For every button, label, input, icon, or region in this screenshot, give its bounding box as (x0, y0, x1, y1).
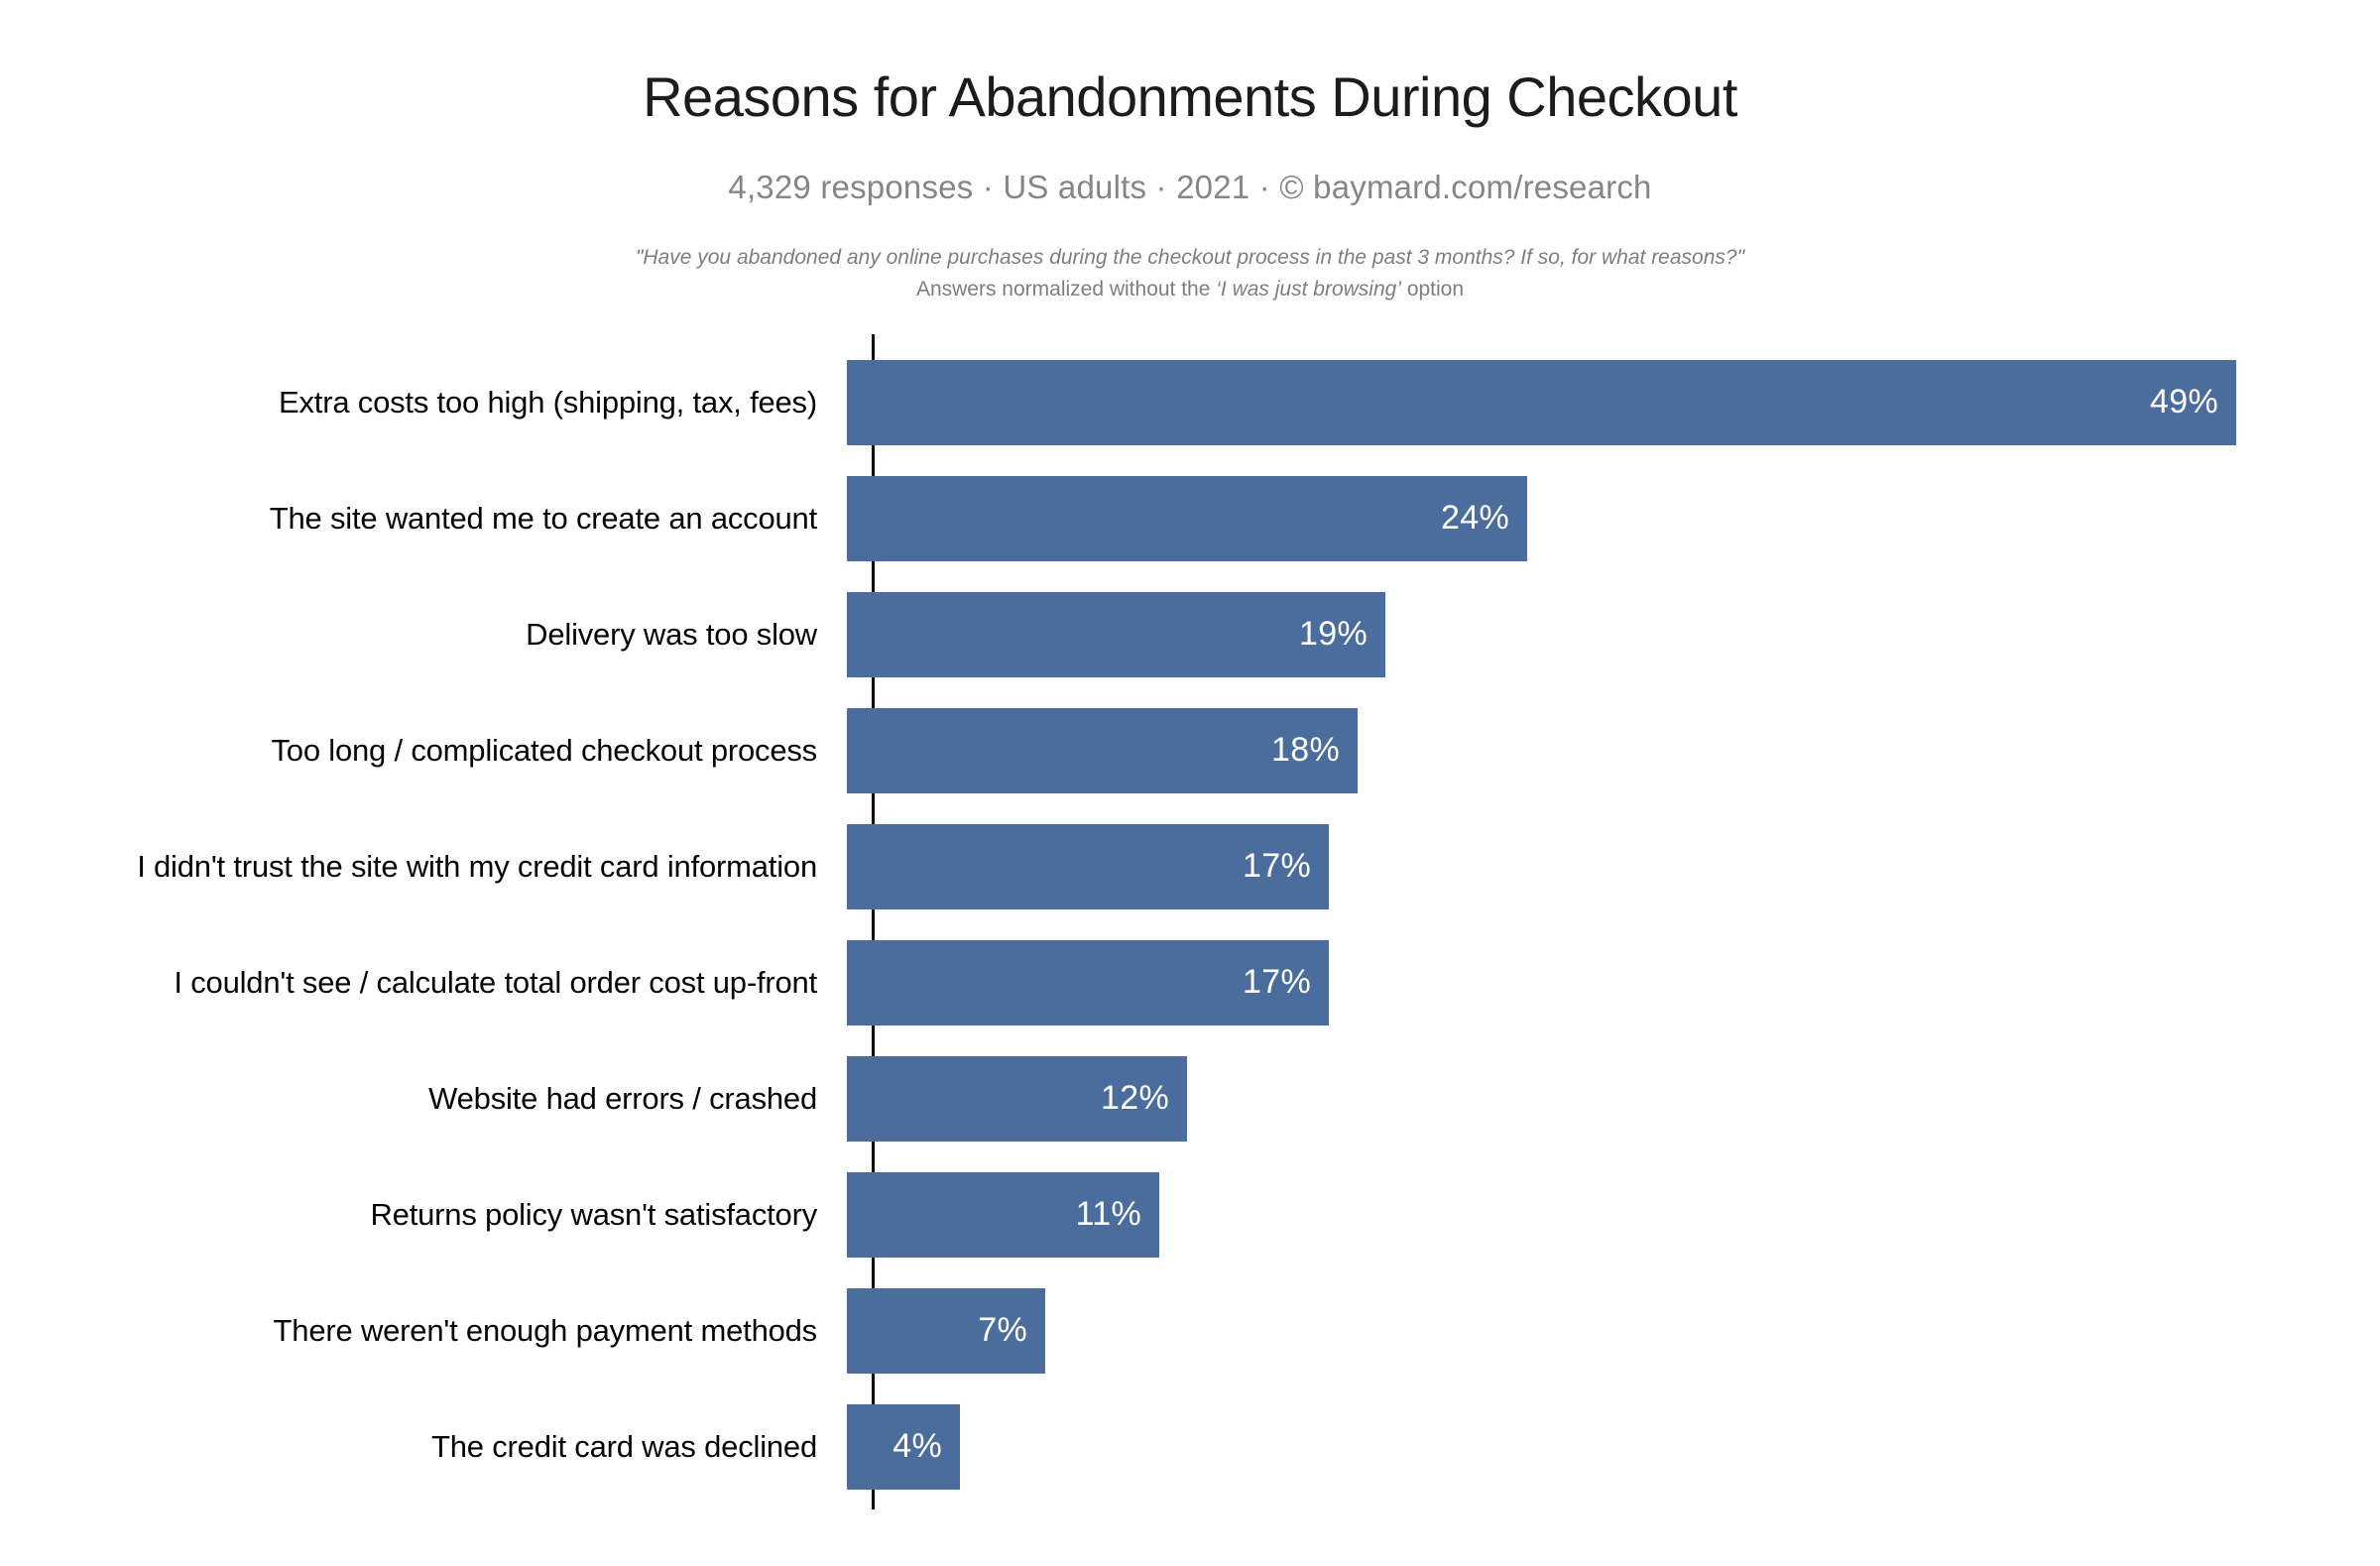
bar-chart: Extra costs too high (shipping, tax, fee… (0, 334, 2380, 1509)
bar-value-label: 12% (1101, 1079, 1169, 1117)
category-label: The credit card was declined (431, 1428, 817, 1464)
bar-track: 17% (847, 823, 2380, 909)
chart-row: Returns policy wasn't satisfactory 11% (0, 1156, 2380, 1272)
bar: 7% (847, 1287, 1045, 1374)
bar-value-label: 49% (2150, 383, 2218, 421)
bar-value-label: 24% (1441, 499, 1509, 537)
chart-subtitle: 4,329 responses · US adults · 2021 · © b… (728, 169, 1652, 206)
bar-value-label: 17% (1243, 847, 1311, 885)
bar: 18% (847, 707, 1358, 793)
bar-track: 19% (847, 591, 2380, 677)
chart-rows: Extra costs too high (shipping, tax, fee… (0, 334, 2380, 1505)
category-label: There weren't enough payment methods (273, 1312, 818, 1348)
chart-row: The credit card was declined 4% (0, 1388, 2380, 1505)
category-label: Extra costs too high (shipping, tax, fee… (279, 384, 817, 420)
chart-header: Reasons for Abandonments During Checkout… (0, 0, 2380, 302)
bar-value-label: 18% (1271, 731, 1340, 769)
bar-value-label: 11% (1075, 1195, 1141, 1233)
chart-row: Delivery was too slow 19% (0, 576, 2380, 692)
category-label: Delivery was too slow (526, 616, 817, 652)
category-label: Too long / complicated checkout process (271, 732, 817, 768)
bar-track: 11% (847, 1171, 2380, 1258)
bar: 24% (847, 475, 1527, 561)
category-label: The site wanted me to create an account (269, 500, 817, 536)
chart-row: Extra costs too high (shipping, tax, fee… (0, 344, 2380, 460)
chart-row: Website had errors / crashed 12% (0, 1040, 2380, 1156)
chart-row: There weren't enough payment methods 7% (0, 1272, 2380, 1388)
bar-track: 12% (847, 1055, 2380, 1142)
bar-value-label: 4% (892, 1427, 942, 1465)
bar-track: 4% (847, 1403, 2380, 1490)
bar-track: 24% (847, 475, 2380, 561)
bar-value-label: 17% (1243, 963, 1311, 1001)
bar-track: 17% (847, 939, 2380, 1025)
normalization-note-italic: ‘I was just browsing’ (1216, 277, 1401, 301)
category-label: Website had errors / crashed (428, 1080, 817, 1116)
survey-question-quote: "Have you abandoned any online purchases… (635, 246, 1745, 270)
bar: 17% (847, 823, 1329, 909)
chart-title: Reasons for Abandonments During Checkout (643, 65, 1737, 128)
chart-row: I couldn't see / calculate total order c… (0, 924, 2380, 1040)
bar: 11% (847, 1171, 1159, 1258)
bar: 4% (847, 1403, 960, 1490)
bar: 49% (847, 359, 2236, 445)
bar: 17% (847, 939, 1329, 1025)
category-label: Returns policy wasn't satisfactory (370, 1196, 817, 1232)
normalization-note-prefix: Answers normalized without the (915, 277, 1217, 301)
bar-value-label: 7% (978, 1311, 1027, 1349)
bar: 19% (847, 591, 1385, 677)
chart-row: I didn't trust the site with my credit c… (0, 808, 2380, 924)
category-label: I didn't trust the site with my credit c… (137, 848, 817, 884)
bar: 12% (847, 1055, 1187, 1142)
normalization-note: Answers normalized without the ‘I was ju… (0, 276, 2380, 302)
chart-row: Too long / complicated checkout process … (0, 692, 2380, 808)
category-label: I couldn't see / calculate total order c… (174, 964, 817, 1000)
normalization-note-suffix: option (1400, 277, 1465, 301)
bar-track: 49% (847, 359, 2380, 445)
y-axis-line (872, 334, 875, 1509)
chart-row: The site wanted me to create an account … (0, 460, 2380, 576)
bar-track: 7% (847, 1287, 2380, 1374)
bar-track: 18% (847, 707, 2380, 793)
bar-value-label: 19% (1299, 615, 1368, 653)
